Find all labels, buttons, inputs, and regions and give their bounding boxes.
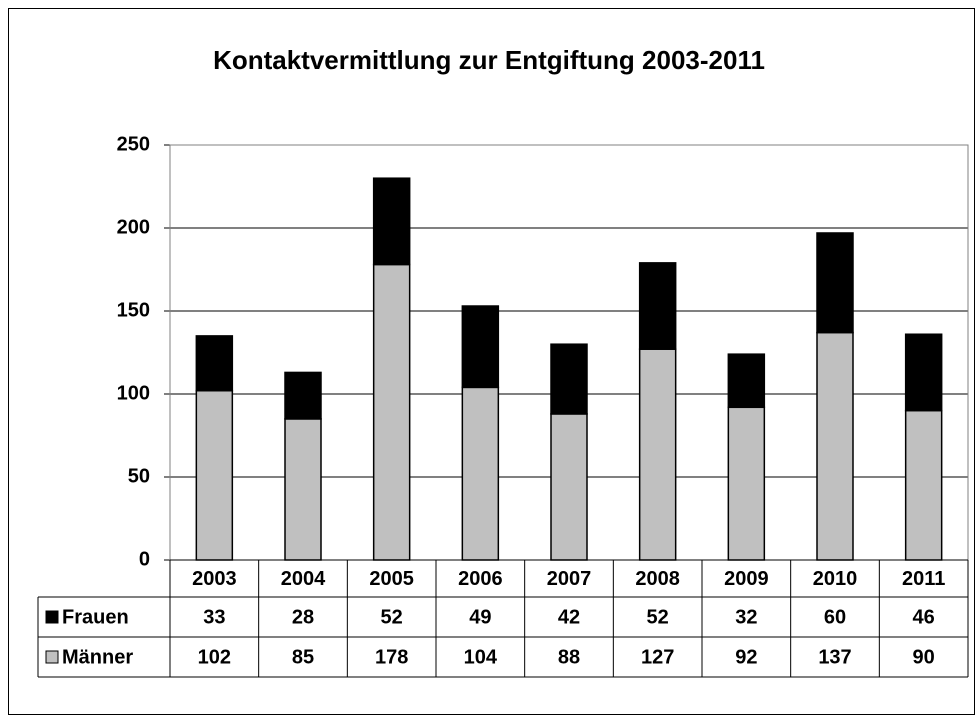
bar [638, 348, 677, 561]
table-value: 85 [292, 646, 314, 668]
bar [904, 409, 943, 561]
x-tick-label: 2006 [458, 568, 503, 590]
table-value: 52 [647, 606, 669, 628]
table-value: 92 [735, 646, 757, 668]
bar [727, 406, 766, 561]
legend-swatch [45, 610, 59, 624]
legend-label: Frauen [62, 606, 129, 628]
chart-title: Kontaktvermittlung zur Entgiftung 2003-2… [213, 45, 765, 75]
y-tick-label: 250 [117, 133, 150, 155]
bar [372, 263, 411, 561]
table-value: 46 [913, 606, 935, 628]
x-tick-label: 2003 [192, 568, 237, 590]
bar [816, 331, 854, 561]
x-tick-label: 2005 [369, 568, 414, 590]
table-value: 33 [203, 606, 225, 628]
bar [816, 232, 854, 334]
y-tick-label: 100 [117, 382, 150, 404]
bar [284, 371, 322, 420]
table-value: 42 [558, 606, 580, 628]
bar [372, 177, 411, 266]
bar [461, 305, 500, 389]
legend-swatch [45, 650, 59, 664]
bar [638, 262, 677, 350]
table-value: 137 [818, 646, 851, 668]
table-value: 127 [641, 646, 674, 668]
table-value: 88 [558, 646, 580, 668]
x-tick-label: 2010 [813, 568, 858, 590]
x-tick-label: 2007 [547, 568, 592, 590]
table-value: 104 [464, 646, 498, 668]
table-value: 102 [198, 646, 231, 668]
x-tick-label: 2008 [635, 568, 680, 590]
table-value: 49 [469, 606, 491, 628]
table-value: 52 [381, 606, 403, 628]
table-value: 90 [913, 646, 935, 668]
bar [904, 333, 943, 412]
x-tick-label: 2011 [902, 568, 945, 590]
y-tick-label: 50 [128, 465, 150, 487]
bar [195, 389, 234, 561]
bar [550, 413, 588, 561]
table-value: 60 [824, 606, 846, 628]
x-tick-label: 2004 [281, 568, 326, 590]
bar [727, 353, 766, 409]
y-tick-label: 150 [117, 299, 150, 321]
table-value: 28 [292, 606, 314, 628]
bar [284, 418, 322, 561]
y-tick-label: 0 [139, 548, 150, 570]
y-tick-label: 200 [117, 216, 150, 238]
legend-label: Männer [62, 646, 133, 668]
bar [550, 343, 588, 415]
bar [195, 335, 234, 392]
bar [461, 386, 500, 561]
x-tick-label: 2009 [724, 568, 769, 590]
table-value: 32 [735, 606, 757, 628]
table-value: 178 [375, 646, 408, 668]
